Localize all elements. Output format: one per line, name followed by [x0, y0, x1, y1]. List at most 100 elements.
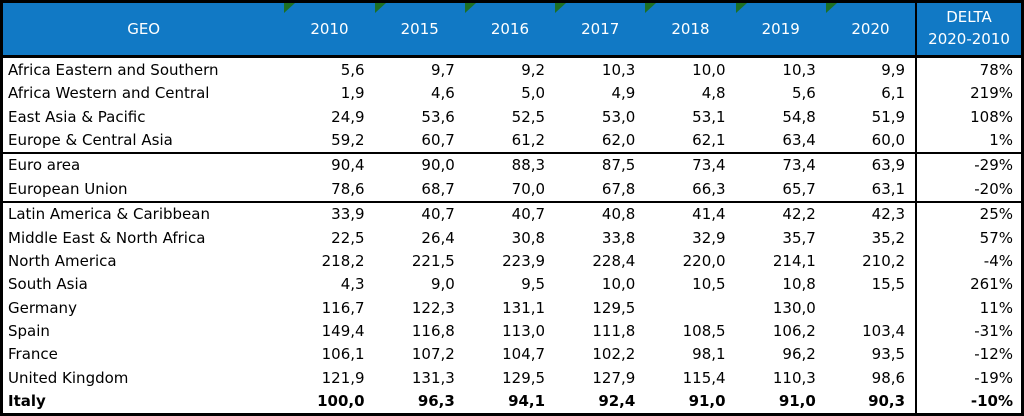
value-cell[interactable]: 4,8	[645, 81, 736, 105]
value-cell[interactable]: 30,8	[464, 226, 556, 250]
value-cell[interactable]: 59,2	[284, 128, 375, 153]
value-cell[interactable]: 127,9	[555, 366, 646, 390]
delta-cell[interactable]: 219%	[915, 81, 1023, 105]
delta-cell[interactable]: 261%	[915, 272, 1023, 297]
value-cell[interactable]: 9,9	[825, 56, 917, 82]
value-cell[interactable]: 91,0	[645, 389, 736, 415]
value-cell[interactable]: 32,9	[645, 226, 736, 250]
value-cell[interactable]: 51,9	[825, 104, 917, 129]
delta-cell[interactable]: -12%	[915, 342, 1023, 366]
value-cell[interactable]: 4,9	[555, 81, 646, 105]
geo-cell[interactable]: East Asia & Pacific	[1, 104, 285, 129]
value-cell[interactable]: 5,6	[284, 56, 375, 82]
value-cell[interactable]: 35,2	[825, 226, 917, 250]
geo-cell[interactable]: Europe & Central Asia	[1, 128, 285, 153]
value-cell[interactable]: 90,0	[374, 151, 465, 178]
value-cell[interactable]: 40,8	[555, 200, 646, 227]
value-cell[interactable]: 122,3	[374, 296, 465, 320]
value-cell[interactable]: 4,3	[284, 272, 375, 297]
geo-cell[interactable]: Euro area	[1, 151, 285, 178]
value-cell[interactable]: 116,8	[374, 319, 465, 343]
value-cell[interactable]: 87,5	[555, 151, 646, 178]
value-cell[interactable]: 110,3	[735, 366, 826, 390]
value-cell[interactable]	[825, 296, 917, 320]
value-cell[interactable]: 228,4	[555, 249, 646, 273]
value-cell[interactable]: 116,7	[284, 296, 375, 320]
value-cell[interactable]: 111,8	[555, 319, 646, 343]
delta-cell[interactable]: -4%	[915, 249, 1023, 273]
value-cell[interactable]: 33,8	[555, 226, 646, 250]
value-cell[interactable]: 5,6	[735, 81, 826, 105]
value-cell[interactable]: 63,1	[825, 177, 917, 202]
geo-cell[interactable]: France	[1, 342, 285, 366]
geo-cell[interactable]: Spain	[1, 319, 285, 343]
column-header-2020[interactable]: 2020	[825, 1, 917, 58]
value-cell[interactable]: 6,1	[825, 81, 917, 105]
value-cell[interactable]: 102,2	[555, 342, 646, 366]
value-cell[interactable]: 106,1	[284, 342, 375, 366]
value-cell[interactable]: 66,3	[645, 177, 736, 202]
column-header-2015[interactable]: 2015	[374, 1, 465, 58]
delta-cell[interactable]: 1%	[915, 128, 1023, 153]
value-cell[interactable]: 73,4	[645, 151, 736, 178]
value-cell[interactable]: 26,4	[374, 226, 465, 250]
value-cell[interactable]: 24,9	[284, 104, 375, 129]
value-cell[interactable]: 33,9	[284, 200, 375, 227]
value-cell[interactable]: 53,1	[645, 104, 736, 129]
value-cell[interactable]: 63,9	[825, 151, 917, 178]
geo-cell[interactable]: Italy	[1, 389, 285, 415]
column-header-2016[interactable]: 2016	[464, 1, 556, 58]
value-cell[interactable]: 149,4	[284, 319, 375, 343]
value-cell[interactable]: 91,0	[735, 389, 826, 415]
geo-cell[interactable]: United Kingdom	[1, 366, 285, 390]
value-cell[interactable]: 42,2	[735, 200, 826, 227]
value-cell[interactable]: 113,0	[464, 319, 556, 343]
delta-cell[interactable]: -20%	[915, 177, 1023, 202]
value-cell[interactable]: 221,5	[374, 249, 465, 273]
value-cell[interactable]: 4,6	[374, 81, 465, 105]
value-cell[interactable]: 53,0	[555, 104, 646, 129]
value-cell[interactable]: 10,0	[555, 272, 646, 297]
delta-cell[interactable]: -31%	[915, 319, 1023, 343]
delta-cell[interactable]: 78%	[915, 56, 1023, 82]
value-cell[interactable]: 98,6	[825, 366, 917, 390]
value-cell[interactable]: 131,1	[464, 296, 556, 320]
value-cell[interactable]: 67,8	[555, 177, 646, 202]
value-cell[interactable]: 88,3	[464, 151, 556, 178]
value-cell[interactable]: 103,4	[825, 319, 917, 343]
value-cell[interactable]: 10,5	[645, 272, 736, 297]
delta-cell[interactable]: 57%	[915, 226, 1023, 250]
value-cell[interactable]: 73,4	[735, 151, 826, 178]
value-cell[interactable]: 62,1	[645, 128, 736, 153]
value-cell[interactable]: 42,3	[825, 200, 917, 227]
delta-cell[interactable]: -29%	[915, 151, 1023, 178]
value-cell[interactable]: 5,0	[464, 81, 556, 105]
column-header-2010[interactable]: 2010	[284, 1, 375, 58]
delta-cell[interactable]: 108%	[915, 104, 1023, 129]
delta-cell[interactable]: 11%	[915, 296, 1023, 320]
column-header-2019[interactable]: 2019	[735, 1, 826, 58]
value-cell[interactable]: 9,7	[374, 56, 465, 82]
value-cell[interactable]: 96,2	[735, 342, 826, 366]
value-cell[interactable]: 10,0	[645, 56, 736, 82]
value-cell[interactable]: 70,0	[464, 177, 556, 202]
value-cell[interactable]: 115,4	[645, 366, 736, 390]
value-cell[interactable]: 60,7	[374, 128, 465, 153]
value-cell[interactable]: 130,0	[735, 296, 826, 320]
value-cell[interactable]: 92,4	[555, 389, 646, 415]
value-cell[interactable]: 62,0	[555, 128, 646, 153]
value-cell[interactable]: 98,1	[645, 342, 736, 366]
value-cell[interactable]: 90,4	[284, 151, 375, 178]
value-cell[interactable]: 210,2	[825, 249, 917, 273]
value-cell[interactable]: 129,5	[464, 366, 556, 390]
value-cell[interactable]: 15,5	[825, 272, 917, 297]
value-cell[interactable]: 40,7	[374, 200, 465, 227]
value-cell[interactable]: 129,5	[555, 296, 646, 320]
value-cell[interactable]: 107,2	[374, 342, 465, 366]
value-cell[interactable]: 100,0	[284, 389, 375, 415]
geo-cell[interactable]: South Asia	[1, 272, 285, 297]
column-header-2017[interactable]: 2017	[555, 1, 646, 58]
value-cell[interactable]: 220,0	[645, 249, 736, 273]
delta-cell[interactable]: 25%	[915, 200, 1023, 227]
value-cell[interactable]: 131,3	[374, 366, 465, 390]
